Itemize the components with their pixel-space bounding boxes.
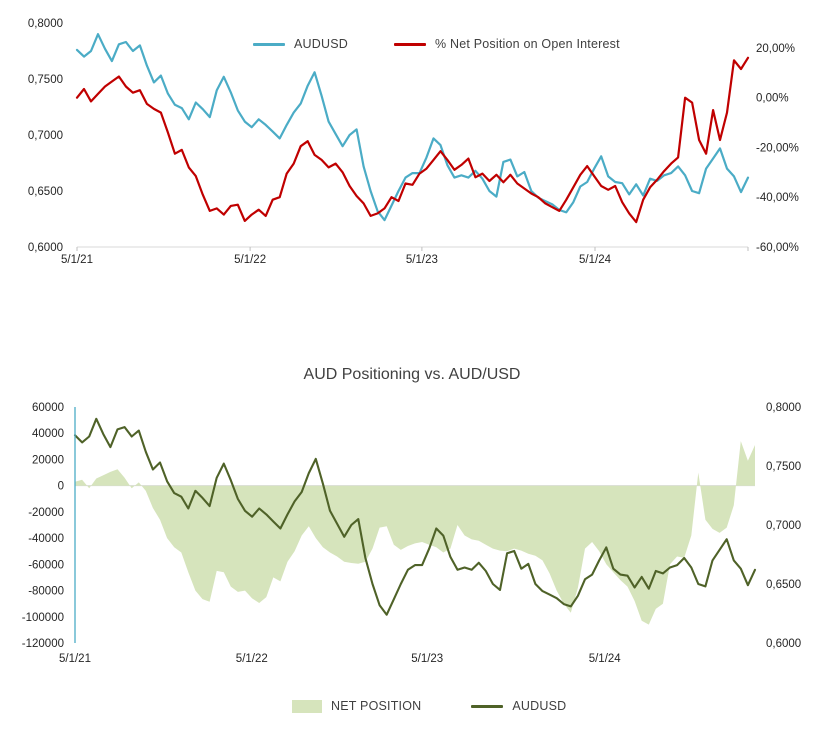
audusd-line-icon [471, 704, 504, 708]
left-axis-label: -20000 [28, 507, 64, 519]
left-axis-label: 0,6000 [28, 242, 63, 254]
right-axis-label: 0,7000 [766, 520, 801, 532]
audusd-line [75, 33, 750, 222]
legend-label-audusd-bottom: AUDUSD [512, 699, 567, 713]
left-axis-label: -60000 [28, 559, 64, 571]
right-axis-label: -20,00% [756, 142, 799, 154]
x-axis-label: 5/1/23 [406, 254, 438, 266]
net-position-area-icon [292, 699, 322, 713]
top-chart: 0,8000 0,7500 0,7000 0,6500 0,6000 20,00% 0,00… [28, 18, 799, 266]
x-axis-label: 5/1/22 [236, 653, 268, 665]
left-axis-label: 0,7000 [28, 130, 63, 142]
bottom-chart-legend: NET POSITION AUDUSD [292, 697, 566, 715]
top-chart-legend: AUDUSD % Net Position on Open Interest [253, 35, 620, 53]
legend-item-net-position-pct: % Net Position on Open Interest [393, 37, 620, 51]
net-position-area [75, 441, 755, 625]
right-axis-label: -60,00% [756, 242, 799, 254]
x-axis-label: 5/1/21 [59, 653, 91, 665]
left-axis-label: 0 [58, 481, 64, 493]
bottom-chart-title: AUD Positioning vs. AUD/USD [303, 366, 521, 383]
left-axis-label: 0,6500 [28, 186, 63, 198]
legend-item-net-position: NET POSITION [292, 699, 421, 713]
left-axis-label: -80000 [28, 586, 64, 598]
left-axis-label: -40000 [28, 533, 64, 545]
left-axis-label: -100000 [22, 612, 64, 624]
x-axis-label: 5/1/24 [589, 653, 622, 665]
legend-label-audusd: AUDUSD [294, 37, 348, 51]
left-axis-label: 0,8000 [28, 18, 63, 30]
left-axis-label: -120000 [22, 638, 64, 650]
x-axis-label: 5/1/21 [61, 254, 93, 266]
left-axis-label: 0,7500 [28, 74, 63, 86]
legend-item-audusd-bottom: AUDUSD [471, 699, 566, 713]
right-axis-label: 0,00% [756, 93, 789, 105]
left-axis-label: 60000 [32, 402, 64, 414]
audusd-line [73, 417, 757, 616]
right-axis-label: 0,7500 [766, 461, 801, 473]
x-axis-label: 5/1/23 [411, 653, 443, 665]
bottom-chart: 60000 40000 20000 0 -20000 -40000 -60000 -80000… [22, 402, 801, 665]
x-axis-label: 5/1/22 [234, 254, 266, 266]
audusd-line-icon [253, 42, 285, 46]
right-axis-label: 0,6500 [766, 579, 801, 591]
right-axis-label: 0,8000 [766, 402, 801, 414]
net-position-line-icon [393, 42, 426, 46]
right-axis-label: -40,00% [756, 192, 799, 204]
legend-label-net-position-pct: % Net Position on Open Interest [434, 37, 620, 51]
left-axis-label: 40000 [32, 428, 64, 440]
right-axis-label: 20,00% [756, 43, 795, 55]
-net-position-on-open-interest-line [75, 56, 750, 224]
legend-item-audusd: AUDUSD [253, 37, 348, 51]
legend-label-net-position: NET POSITION [331, 699, 422, 713]
right-axis-label: 0,6000 [766, 638, 801, 650]
left-axis-label: 20000 [32, 454, 64, 466]
x-axis-label: 5/1/24 [579, 254, 612, 266]
